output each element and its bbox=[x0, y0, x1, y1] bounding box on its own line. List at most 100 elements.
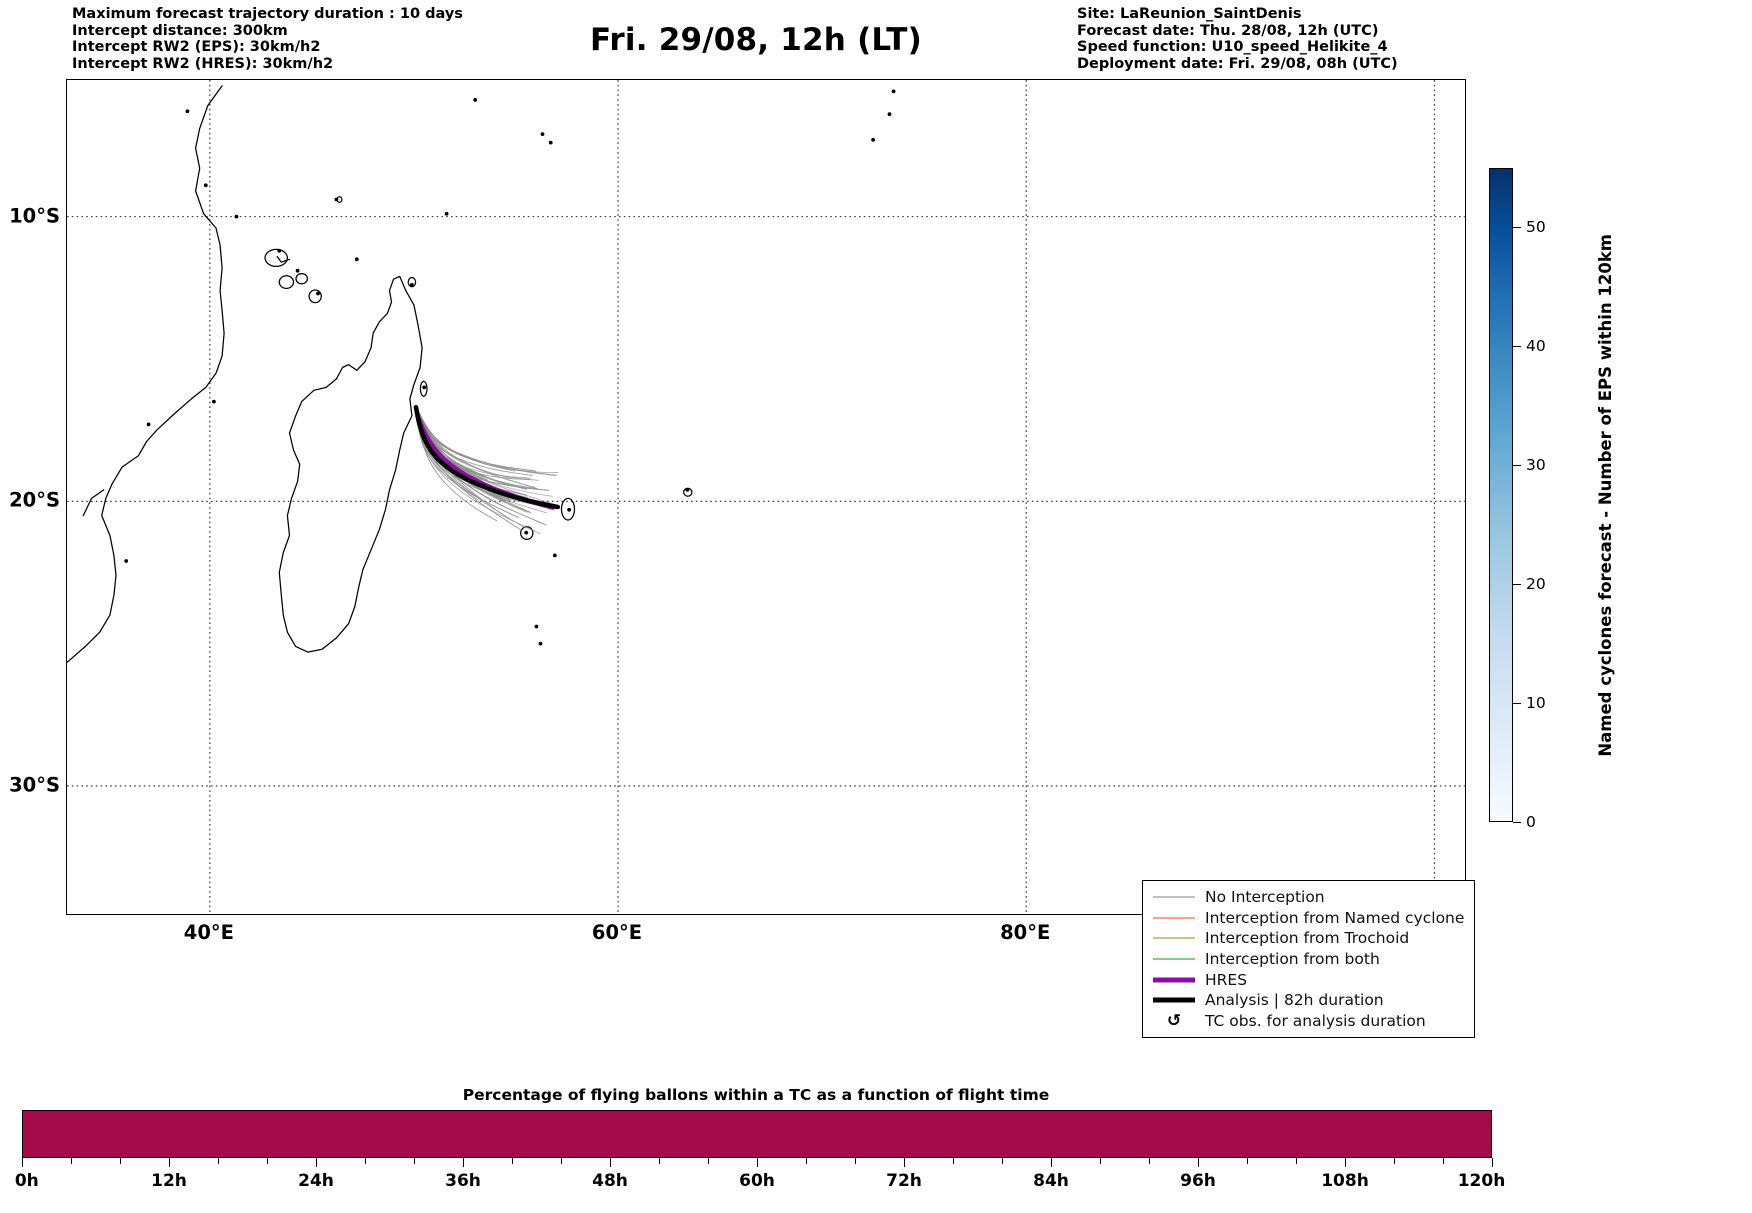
header-left-line-4: Intercept RW2 (HRES): 30km/h2 bbox=[72, 55, 334, 72]
ensemble-trajectories bbox=[416, 408, 559, 535]
map-xtick-2: 80°E bbox=[1000, 921, 1051, 944]
small-island-dots bbox=[124, 89, 896, 646]
map-ytick-1: 20°S bbox=[9, 488, 60, 512]
colorbar-axis-label: Named cyclones forecast - Number of EPS … bbox=[1592, 168, 1618, 822]
legend-label-trochoid: Interception from Trochoid bbox=[1205, 929, 1410, 948]
progress-tick-label: 84h bbox=[1033, 1171, 1069, 1191]
tc-cyclone-icon: ↺ bbox=[1166, 1010, 1182, 1031]
progress-minor-tick bbox=[1394, 1158, 1395, 1164]
progress-minor-tick bbox=[120, 1158, 121, 1164]
colorbar-tick-3: 30 bbox=[1513, 456, 1567, 474]
progress-major-tick bbox=[904, 1158, 905, 1167]
progress-tick-label: 48h bbox=[592, 1171, 628, 1191]
progress-minor-tick bbox=[1443, 1158, 1444, 1164]
progress-major-tick bbox=[463, 1158, 464, 1167]
progress-tick-label: 72h bbox=[886, 1171, 922, 1191]
progress-major-tick bbox=[1198, 1158, 1199, 1167]
legend-item-named-cyclone: Interception from Named cyclone bbox=[1151, 908, 1466, 929]
legend-label-both: Interception from both bbox=[1205, 950, 1380, 969]
map-ytick-0: 10°S bbox=[9, 204, 60, 228]
legend-label-no-interception: No Interception bbox=[1205, 888, 1325, 907]
legend-line-swatch-analysis bbox=[1151, 990, 1197, 1011]
header-left-info: Maximum forecast trajectory duration : 1… bbox=[72, 6, 592, 72]
header-speed-function: Speed function: U10_speed_Helikite_4 bbox=[1077, 39, 1388, 56]
progress-bar-track bbox=[22, 1110, 1492, 1158]
progress-bar-title: Percentage of flying ballons within a TC… bbox=[462, 1086, 1050, 1104]
legend-item-analysis: Analysis | 82h duration bbox=[1151, 990, 1466, 1011]
progress-major-tick bbox=[757, 1158, 758, 1167]
progress-minor-tick bbox=[855, 1158, 856, 1164]
progress-minor-tick bbox=[414, 1158, 415, 1164]
progress-minor-tick bbox=[71, 1158, 72, 1164]
progress-minor-tick bbox=[1296, 1158, 1297, 1164]
progress-minor-tick bbox=[708, 1158, 709, 1164]
progress-major-tick bbox=[22, 1158, 23, 1167]
legend-line-swatch-named-cyclone bbox=[1151, 908, 1197, 929]
header-forecast-date: Forecast date: Thu. 28/08, 12h (UTC) bbox=[1077, 22, 1379, 39]
legend-item-trochoid: Interception from Trochoid bbox=[1151, 928, 1466, 949]
progress-tick-label: 96h bbox=[1180, 1171, 1216, 1191]
header-right-info: Site: LaReunion_SaintDenis Forecast date… bbox=[1077, 6, 1697, 72]
map-plot-area bbox=[66, 79, 1466, 915]
header-left-line-3: Intercept RW2 (EPS): 30km/h2 bbox=[72, 39, 321, 56]
header-site: Site: LaReunion_SaintDenis bbox=[1077, 6, 1302, 22]
map-xtick-1: 60°E bbox=[591, 921, 643, 944]
legend-item-no-interception: No Interception bbox=[1151, 887, 1466, 908]
header-deployment-date: Deployment date: Fri. 29/08, 08h (UTC) bbox=[1077, 55, 1398, 72]
progress-tick-label: 0h bbox=[14, 1171, 39, 1191]
progress-major-tick bbox=[1051, 1158, 1052, 1167]
progress-minor-tick bbox=[218, 1158, 219, 1164]
progress-minor-tick bbox=[365, 1158, 366, 1164]
legend-line-swatch-no-interception bbox=[1151, 887, 1197, 908]
progress-bar-fill bbox=[23, 1111, 1491, 1157]
progress-tick-label: 120h bbox=[1457, 1171, 1506, 1191]
progress-minor-tick bbox=[1100, 1158, 1101, 1164]
progress-tick-label: 108h bbox=[1321, 1171, 1369, 1191]
legend-label-tc-obs: TC obs. for analysis duration bbox=[1205, 1011, 1426, 1030]
progress-major-tick bbox=[316, 1158, 317, 1167]
progress-minor-tick bbox=[267, 1158, 268, 1164]
progress-minor-tick bbox=[1002, 1158, 1003, 1164]
legend-line-swatch-both bbox=[1151, 949, 1197, 970]
legend-line-swatch-trochoid bbox=[1151, 928, 1197, 949]
map-ytick-2: 30°S bbox=[9, 773, 60, 797]
progress-minor-tick bbox=[561, 1158, 562, 1164]
progress-tick-label: 36h bbox=[445, 1171, 481, 1191]
progress-minor-tick bbox=[1149, 1158, 1150, 1164]
legend-line-swatch-hres bbox=[1151, 969, 1197, 990]
header-left-line-1: Maximum forecast trajectory duration : 1… bbox=[72, 6, 463, 22]
progress-major-tick bbox=[1345, 1158, 1346, 1167]
legend-label-analysis: Analysis | 82h duration bbox=[1205, 991, 1384, 1010]
colorbar-tick-1: 10 bbox=[1513, 694, 1567, 712]
colorbar-gradient bbox=[1489, 168, 1513, 822]
map-xtick-0: 40°E bbox=[183, 921, 234, 944]
map-gridlines bbox=[67, 80, 1465, 914]
progress-minor-tick bbox=[1247, 1158, 1248, 1164]
colorbar-axis-label-text: Named cyclones forecast - Number of EPS … bbox=[1595, 233, 1615, 757]
analysis-trajectory bbox=[413, 405, 561, 510]
colorbar-tick-0: 0 bbox=[1513, 813, 1567, 831]
legend-label-named-cyclone: Interception from Named cyclone bbox=[1205, 908, 1465, 927]
coastline-layer bbox=[67, 85, 693, 664]
progress-tick-label: 24h bbox=[298, 1171, 334, 1191]
progress-tick-label: 60h bbox=[739, 1171, 775, 1191]
progress-major-tick bbox=[610, 1158, 611, 1167]
colorbar-tick-2: 20 bbox=[1513, 575, 1567, 593]
colorbar-tick-5: 50 bbox=[1513, 218, 1567, 236]
map-svg-canvas bbox=[67, 80, 1465, 914]
legend-item-both: Interception from both bbox=[1151, 949, 1466, 970]
legend-item-hres: HRES bbox=[1151, 969, 1466, 990]
progress-major-tick bbox=[1492, 1158, 1493, 1167]
progress-minor-tick bbox=[512, 1158, 513, 1164]
progress-minor-tick bbox=[806, 1158, 807, 1164]
legend-label-hres: HRES bbox=[1205, 970, 1248, 989]
progress-minor-tick bbox=[953, 1158, 954, 1164]
progress-tick-label: 12h bbox=[151, 1171, 187, 1191]
legend-item-tc-obs: ↺ TC obs. for analysis duration bbox=[1151, 1011, 1466, 1032]
map-legend: No Interception Interception from Named … bbox=[1142, 880, 1475, 1038]
progress-major-tick bbox=[169, 1158, 170, 1167]
page-title: Fri. 29/08, 12h (LT) bbox=[590, 22, 922, 58]
progress-minor-tick bbox=[659, 1158, 660, 1164]
header-left-line-2: Intercept distance: 300km bbox=[72, 22, 288, 39]
colorbar-tick-4: 40 bbox=[1513, 337, 1567, 355]
